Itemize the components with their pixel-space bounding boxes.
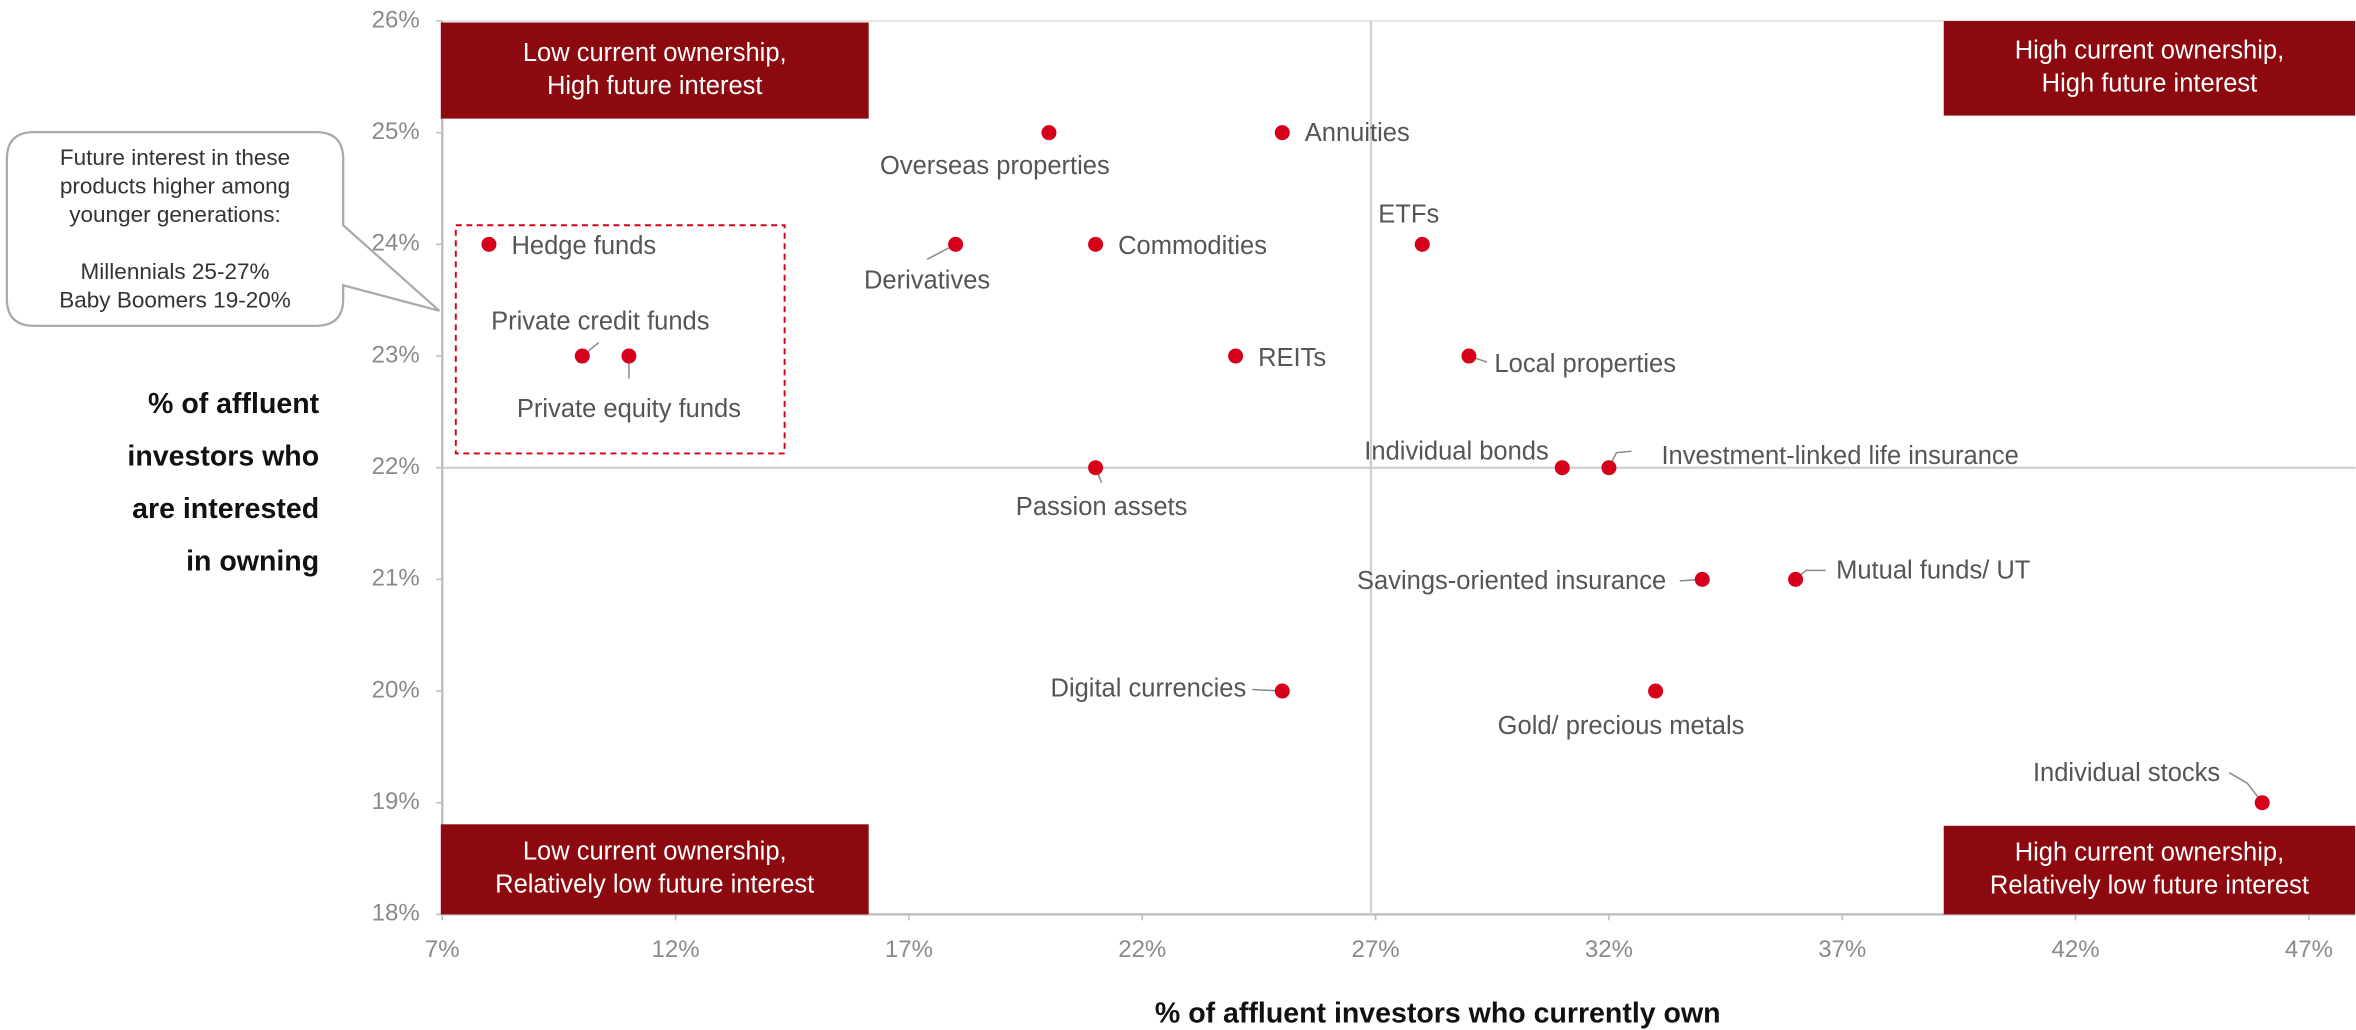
point-label: Annuities (1305, 119, 1410, 147)
point-label: Passion assets (1016, 493, 1188, 521)
point-label: Individual stocks (2033, 759, 2220, 787)
x-tick-label: 22% (1118, 936, 1166, 963)
point-label: Private credit funds (491, 308, 709, 336)
point-label: Commodities (1118, 232, 1267, 260)
y-tick-label: 19% (372, 788, 420, 815)
point (1274, 683, 1290, 699)
point-label: Digital currencies (1051, 674, 1247, 702)
quadrant-label: High future interest (547, 72, 763, 100)
callout-bubble (5, 131, 441, 327)
y-tick-label: 22% (372, 453, 420, 480)
point (1461, 348, 1477, 364)
point-label: Overseas properties (880, 152, 1110, 180)
y-tick-label: 26% (372, 6, 420, 33)
y-axis-title: % of affluent (148, 388, 320, 420)
quadrant-box (440, 22, 869, 119)
callout-text: Baby Boomers 19-20% (59, 288, 291, 313)
point (1088, 236, 1104, 252)
y-axis-title: investors who (127, 440, 319, 472)
callout-text: products higher among (60, 174, 290, 199)
x-tick-label: 37% (1818, 936, 1866, 963)
point-label: ETFs (1378, 201, 1439, 229)
point-label: Investment-linked life insurance (1661, 442, 2018, 470)
point (1041, 125, 1057, 141)
point-label: Savings-oriented insurance (1357, 567, 1666, 595)
callout-text: Millennials 25-27% (81, 259, 270, 284)
point-label: Hedge funds (511, 232, 656, 260)
quadrant-label: Relatively low future interest (495, 871, 814, 899)
highlight-box (454, 224, 786, 455)
point (1088, 460, 1104, 476)
quadrant-label: Low current ownership, (523, 838, 787, 866)
point-label: Mutual funds/ UT (1836, 557, 2030, 585)
y-tick-label: 24% (372, 230, 420, 257)
x-tick-label: 42% (2052, 936, 2100, 963)
x-tick-label: 17% (885, 936, 933, 963)
point-label: Private equity funds (517, 395, 741, 423)
point (948, 236, 964, 252)
x-axis-title: % of affluent investors who currently ow… (1155, 998, 1721, 1030)
x-tick-label: 32% (1585, 936, 1633, 963)
quadrant-label: High current ownership, (2015, 838, 2284, 866)
point (621, 348, 637, 364)
point (1694, 571, 1710, 587)
point-label: REITs (1258, 344, 1326, 372)
y-tick-label: 18% (372, 900, 420, 927)
y-tick-label: 20% (372, 676, 420, 703)
y-tick-label: 25% (372, 118, 420, 145)
x-tick-label: 27% (1352, 936, 1400, 963)
point (574, 348, 590, 364)
point (1228, 348, 1244, 364)
point (1601, 460, 1617, 476)
point (1788, 571, 1804, 587)
y-axis-title: in owning (186, 546, 319, 578)
quadrant-label: Relatively low future interest (1990, 871, 2309, 899)
quadrant-box (440, 824, 869, 915)
point-label: Individual bonds (1364, 437, 1548, 465)
point (1648, 683, 1664, 699)
y-tick-label: 21% (372, 565, 420, 592)
x-tick-label: 12% (652, 936, 700, 963)
callout-text: younger generations: (69, 202, 281, 227)
point (2254, 795, 2270, 811)
y-tick-label: 23% (372, 341, 420, 368)
y-axis-title: are interested (132, 493, 319, 525)
callout-text: Future interest in these (60, 145, 290, 170)
point-label: Derivatives (864, 267, 990, 295)
point-label: Local properties (1494, 350, 1676, 378)
quadrant-label: High current ownership, (2015, 37, 2284, 65)
quadrant-label: High future interest (2042, 70, 2258, 98)
point (1414, 236, 1430, 252)
quadrant-label: Low current ownership, (523, 39, 787, 67)
point (1554, 460, 1570, 476)
point (1274, 125, 1290, 141)
point (481, 236, 497, 252)
x-tick-label: 47% (2285, 936, 2333, 963)
x-tick-label: 7% (425, 936, 460, 963)
quadrant-box (1943, 825, 2356, 915)
quadrant-box (1943, 21, 2356, 116)
point-label: Gold/ precious metals (1498, 712, 1745, 740)
leader-line (2228, 772, 2263, 804)
